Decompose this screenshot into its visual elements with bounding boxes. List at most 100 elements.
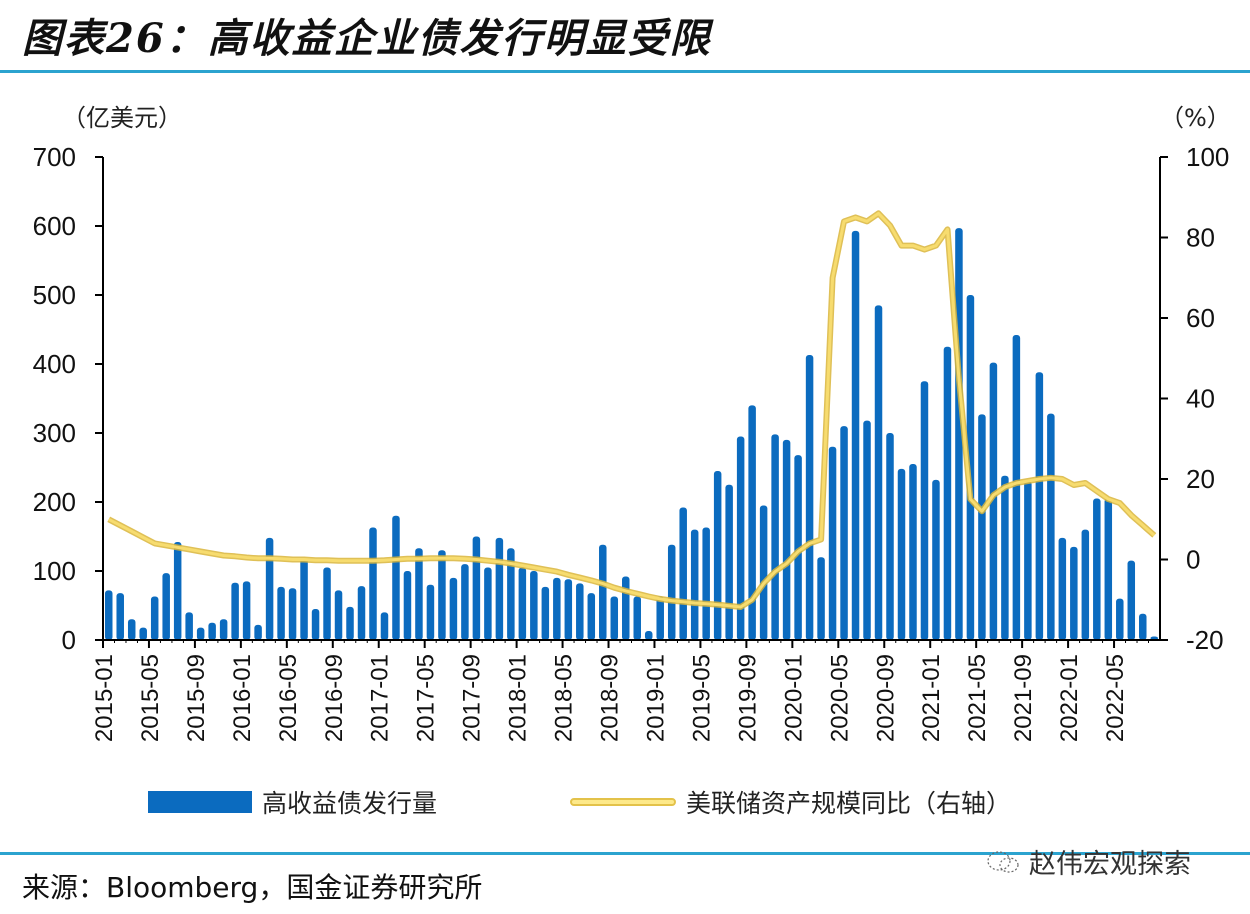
bar xyxy=(300,558,308,640)
bar xyxy=(702,527,710,640)
left-axis-tick-label: 400 xyxy=(33,349,76,379)
bar xyxy=(231,582,239,640)
x-tick-label: 2017-09 xyxy=(459,654,486,742)
bar xyxy=(690,529,699,640)
x-tick-label: 2020-01 xyxy=(780,654,807,742)
chart-title: 图表26：高收益企业债发行明显受限 xyxy=(22,15,712,62)
bar xyxy=(920,381,929,640)
x-tick-label: 2018-05 xyxy=(551,654,578,742)
bar xyxy=(1139,613,1147,640)
source-note: 来源：Bloomberg，国金证券研究所 xyxy=(22,871,483,904)
chart-area: 0 100 200 300 400 500 600 700 -20 0 20 40 60 80 100 20… xyxy=(33,142,1230,742)
bar xyxy=(254,624,262,640)
x-tick-label: 2021-09 xyxy=(1010,654,1037,742)
bar xyxy=(219,619,228,640)
bar xyxy=(449,577,458,640)
bar xyxy=(116,593,124,640)
bar xyxy=(644,631,653,640)
bar xyxy=(989,362,998,640)
bar xyxy=(1058,537,1067,640)
left-axis-tick-label: 700 xyxy=(33,142,76,172)
right-axis-tick-label: 60 xyxy=(1186,303,1215,333)
bar xyxy=(185,612,193,640)
right-axis-tick-label: -20 xyxy=(1186,625,1224,655)
bar xyxy=(610,596,619,640)
left-axis-unit: （亿美元） xyxy=(62,104,182,132)
x-tick-label: 2020-09 xyxy=(872,654,899,742)
bar xyxy=(150,596,159,640)
x-tick-label: 2022-05 xyxy=(1102,654,1129,742)
x-tick-label: 2020-05 xyxy=(826,654,853,742)
bar xyxy=(1012,335,1021,640)
bar xyxy=(759,505,768,640)
bar xyxy=(369,527,377,640)
left-axis-tick-label: 100 xyxy=(33,556,76,586)
bar xyxy=(736,436,745,640)
bar xyxy=(679,507,687,640)
bar xyxy=(725,484,733,640)
bar xyxy=(265,537,274,640)
bar xyxy=(392,515,400,640)
bar xyxy=(599,544,607,640)
x-tick-label: 2021-05 xyxy=(964,654,991,742)
x-tick-label: 2019-05 xyxy=(688,654,715,742)
wechat-logo-icon xyxy=(987,850,1019,873)
bar xyxy=(932,479,940,640)
legend-line-swatch xyxy=(570,798,676,806)
bar xyxy=(507,548,515,640)
bar xyxy=(357,586,366,640)
bar xyxy=(817,557,825,640)
bar xyxy=(346,606,354,640)
bar xyxy=(587,593,596,640)
right-axis-tick-label: 80 xyxy=(1186,223,1215,253)
bar xyxy=(380,612,389,640)
bar xyxy=(426,584,435,640)
left-axis-tick-label: 300 xyxy=(33,418,76,448)
bar xyxy=(196,627,205,640)
right-axis-unit: （%） xyxy=(1160,104,1231,132)
x-tick-label: 2016-05 xyxy=(275,654,302,742)
legend-line: 美联储资产规模同比（右轴） xyxy=(570,784,1011,820)
left-axis-tick-label: 200 xyxy=(33,487,76,517)
bar xyxy=(311,608,320,640)
legend-bar-label: 高收益债发行量 xyxy=(262,789,438,818)
bar xyxy=(713,470,722,640)
bar-series xyxy=(104,228,1159,640)
bar xyxy=(782,439,791,640)
bar xyxy=(656,596,664,640)
bar xyxy=(173,542,182,640)
bar xyxy=(162,573,170,640)
x-tick-label: 2015-05 xyxy=(137,654,164,742)
bar xyxy=(1001,475,1009,640)
bar xyxy=(805,355,814,640)
bar xyxy=(104,590,113,640)
title-divider xyxy=(0,70,1250,73)
bar xyxy=(748,405,756,640)
bar xyxy=(909,464,917,640)
x-tick-label: 2022-01 xyxy=(1056,654,1083,742)
bar xyxy=(863,420,871,640)
bar xyxy=(438,550,446,640)
bar xyxy=(277,586,285,640)
right-axis-tick-label: 100 xyxy=(1186,142,1229,172)
x-tick-label: 2018-01 xyxy=(505,654,532,742)
bar xyxy=(1116,598,1124,640)
left-axis-tick-label: 0 xyxy=(62,625,76,655)
bar xyxy=(495,537,504,640)
bar xyxy=(461,564,469,640)
bar xyxy=(794,455,802,640)
bar xyxy=(334,590,343,640)
legend-bar: 高收益债发行量 xyxy=(148,784,437,820)
bar xyxy=(139,627,147,640)
x-tick-label: 2016-01 xyxy=(229,654,256,742)
bar xyxy=(840,426,848,640)
bar xyxy=(553,577,561,640)
bar xyxy=(242,581,251,640)
bar xyxy=(771,434,779,640)
right-axis-tick-label: 0 xyxy=(1186,545,1200,575)
bar xyxy=(1081,529,1090,640)
bar xyxy=(576,583,584,640)
right-axis-tick-label: 40 xyxy=(1186,384,1215,414)
bar xyxy=(1035,372,1044,640)
x-tick-label: 2017-01 xyxy=(367,654,394,742)
